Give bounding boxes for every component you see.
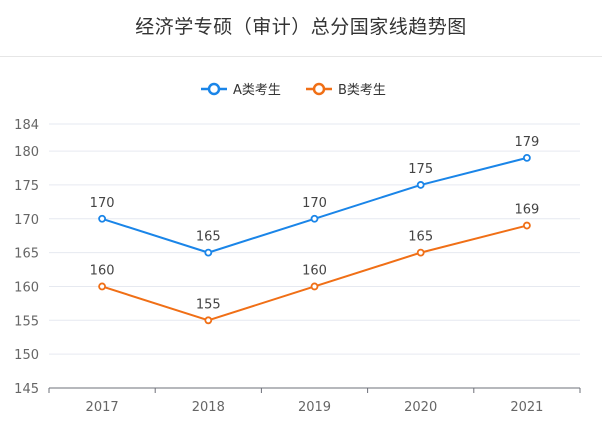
legend-point-marker: [312, 82, 326, 96]
data-point: [310, 214, 319, 223]
data-label: 169: [514, 203, 539, 218]
data-label: 160: [90, 263, 115, 278]
data-point: [204, 316, 213, 325]
y-tick-label: 180: [14, 145, 39, 160]
data-point: [523, 153, 531, 162]
data-label: 165: [196, 230, 221, 245]
y-tick-label: 184: [14, 118, 39, 133]
data-point: [310, 282, 319, 291]
data-label: 160: [302, 263, 327, 278]
data-point: [416, 181, 425, 189]
data-label: 179: [514, 135, 539, 150]
legend-point-marker: [207, 82, 221, 96]
x-tick-label: 2021: [510, 400, 543, 415]
data-label: 170: [90, 196, 115, 211]
data-point: [98, 214, 106, 223]
y-tick-label: 170: [14, 213, 39, 228]
data-point: [523, 221, 531, 230]
data-point: [416, 248, 425, 257]
x-tick-label: 2020: [404, 400, 437, 415]
data-label: 170: [302, 196, 327, 211]
data-label: 155: [196, 297, 221, 312]
data-point: [204, 248, 213, 257]
y-tick-label: 175: [14, 179, 39, 194]
chart-title: 经济学专硕（审计）总分国家线趋势图: [135, 16, 467, 38]
y-tick-label: 160: [14, 280, 39, 295]
y-tick-label: 165: [14, 247, 39, 262]
legend-entry: A类考生: [233, 83, 281, 98]
y-tick-label: 150: [14, 348, 39, 363]
x-tick-label: 2018: [192, 400, 225, 415]
data-label: 175: [408, 162, 433, 177]
y-tick-label: 145: [14, 382, 39, 397]
data-point: [98, 282, 106, 291]
x-tick-label: 2019: [298, 400, 331, 415]
data-label: 165: [408, 230, 433, 245]
x-tick-label: 2017: [86, 400, 119, 415]
title-divider: [0, 56, 602, 57]
y-tick-label: 155: [14, 314, 39, 329]
legend-entry: B类考生: [338, 83, 386, 98]
